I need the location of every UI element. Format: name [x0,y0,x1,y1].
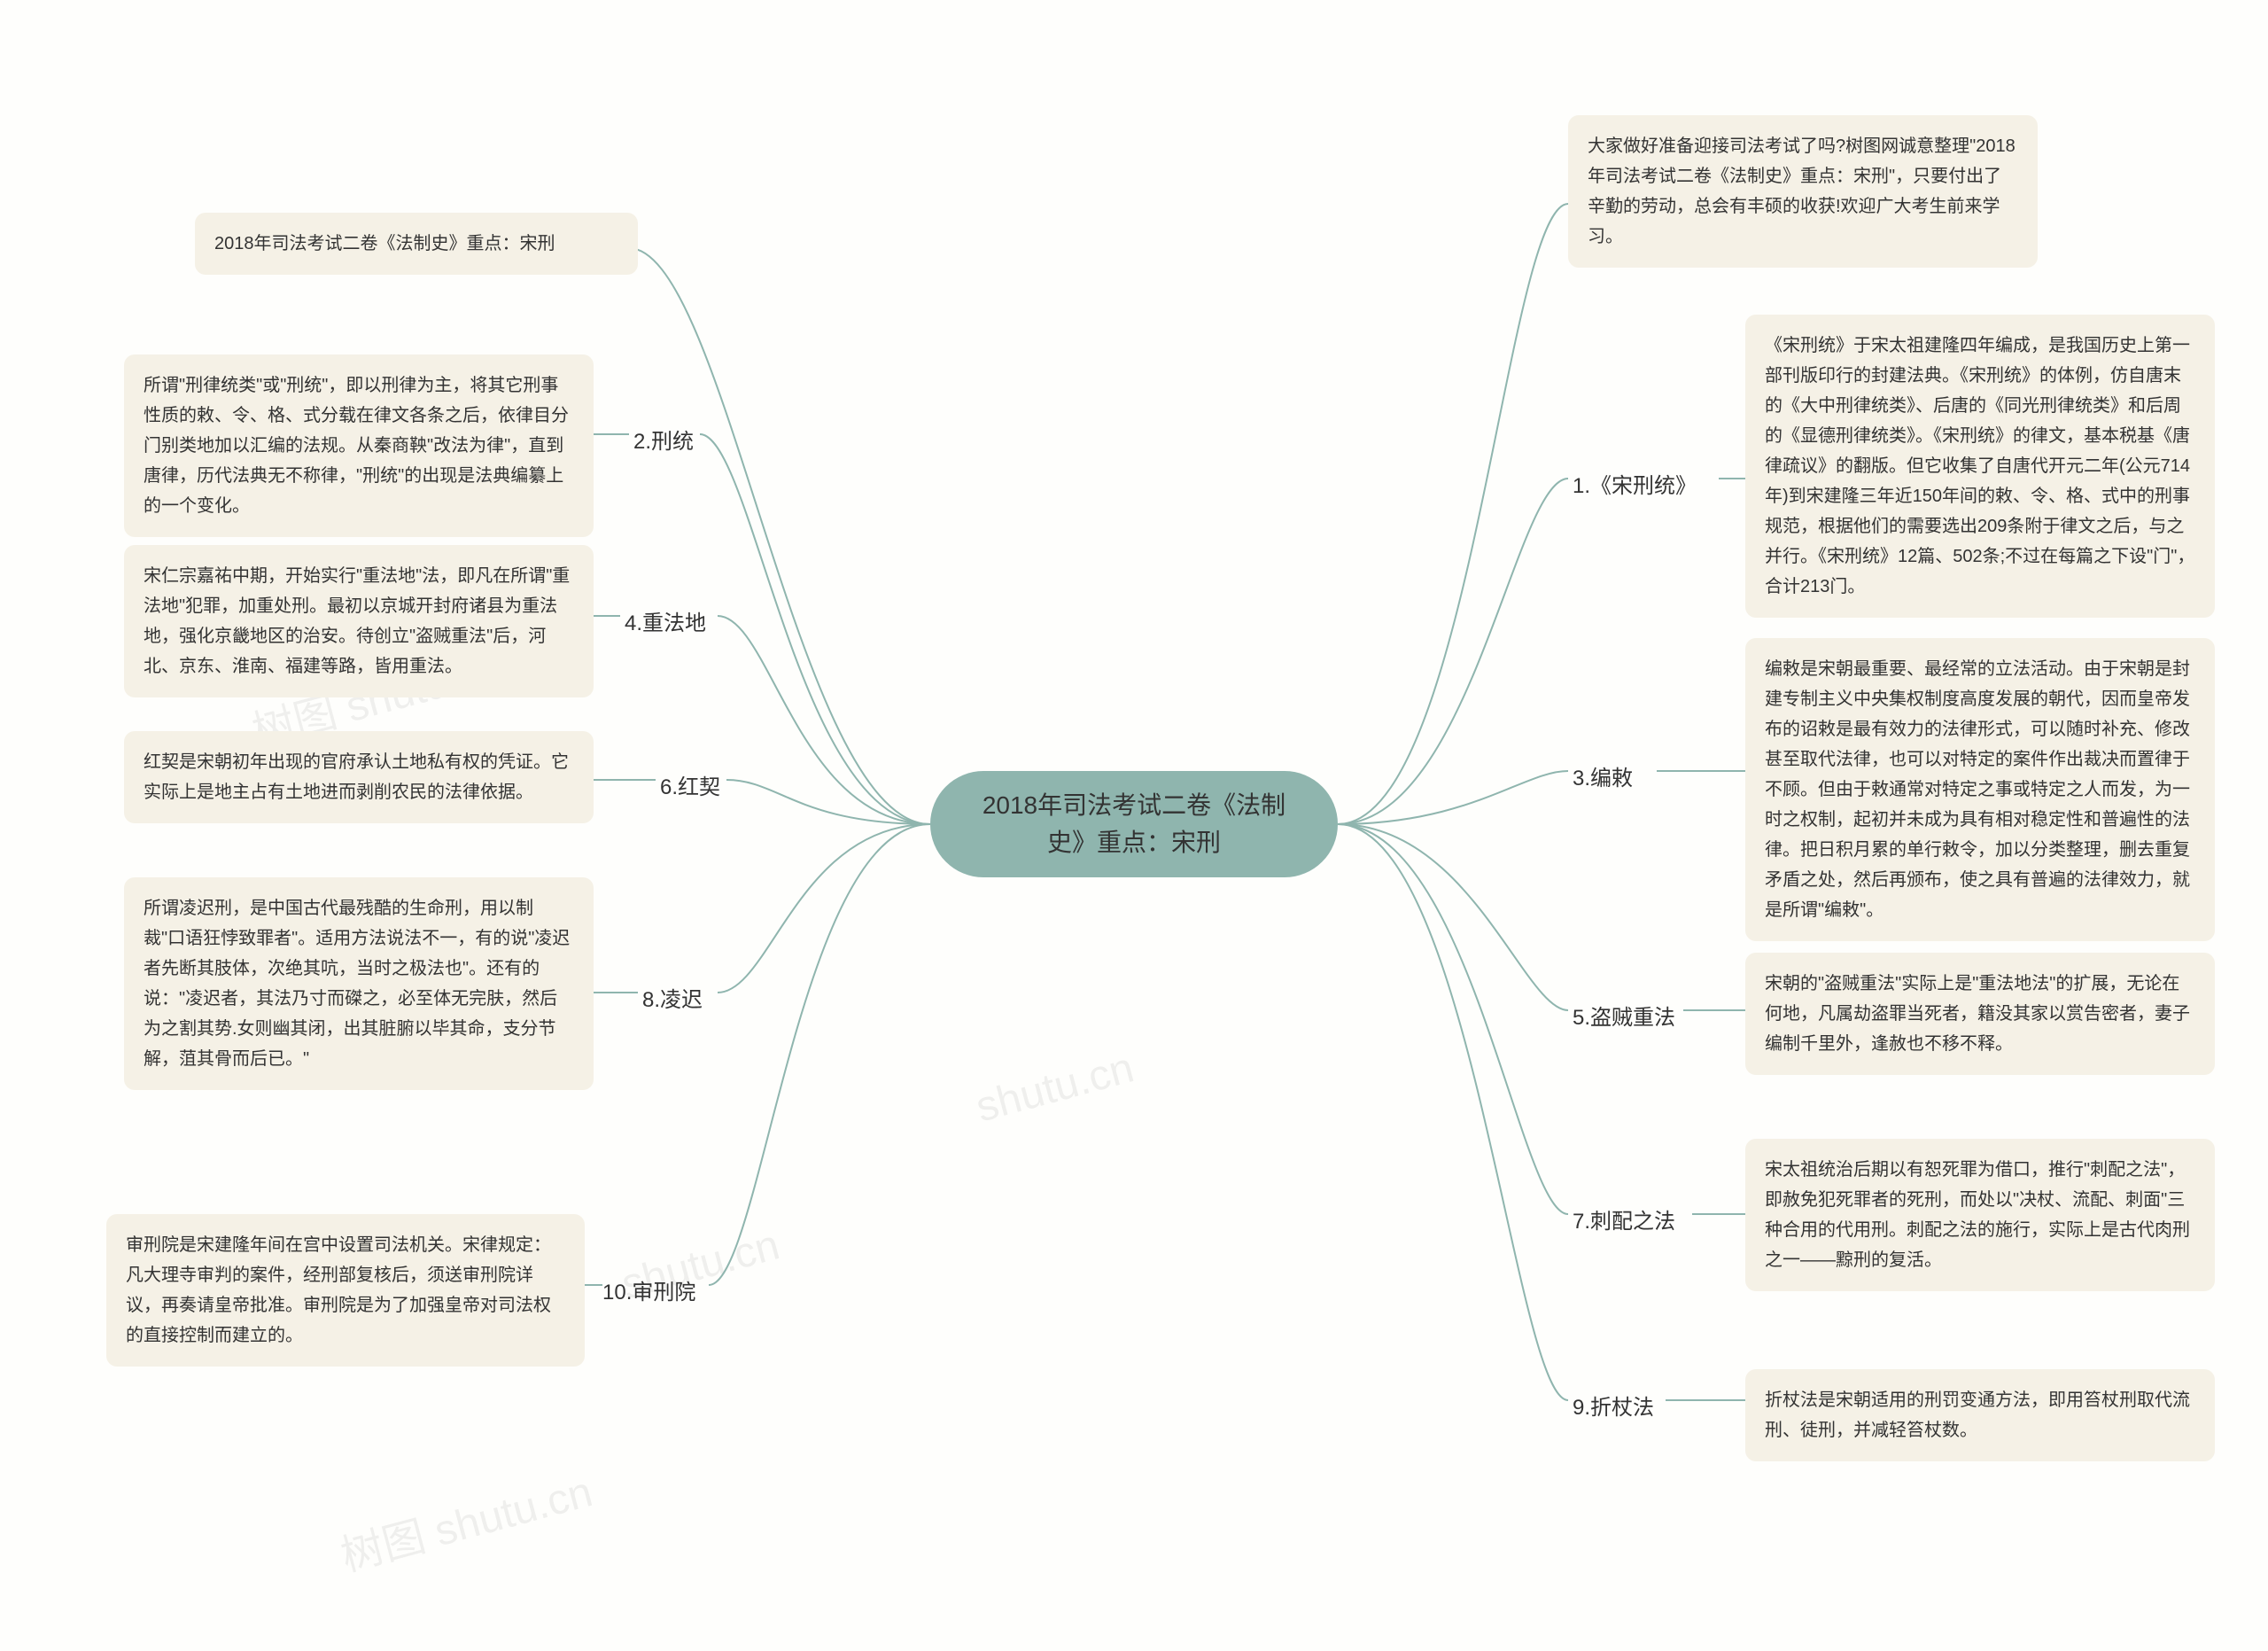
note-10: 审刑院是宋建隆年间在宫中设置司法机关。宋律规定：凡大理寺审判的案件，经刑部复核后… [106,1214,585,1367]
note-10-text: 审刑院是宋建隆年间在宫中设置司法机关。宋律规定：凡大理寺审判的案件，经刑部复核后… [126,1235,551,1345]
center-topic: 2018年司法考试二卷《法制史》重点：宋刑 [930,771,1338,877]
branch-label-1: 1.《宋刑统》 [1573,468,1697,499]
note-5-text: 宋朝的"盗贼重法"实际上是"重法地法"的扩展，无论在何地，凡属劫盗罪当死者，籍没… [1765,974,2190,1054]
note-3-text: 编敕是宋朝最重要、最经常的立法活动。由于宋朝是封建专制主义中央集权制度高度发展的… [1765,659,2190,920]
note-7: 宋太祖统治后期以有恕死罪为借口，推行"刺配之法"，即赦免犯死罪者的死刑，而处以"… [1745,1139,2215,1291]
center-topic-text: 2018年司法考试二卷《法制史》重点：宋刑 [966,787,1302,861]
intro-note-text: 大家做好准备迎接司法考试了吗?树图网诚意整理"2018年司法考试二卷《法制史》重… [1588,136,2016,246]
note-5: 宋朝的"盗贼重法"实际上是"重法地法"的扩展，无论在何地，凡属劫盗罪当死者，籍没… [1745,953,2215,1075]
branch-label-7: 7.刺配之法 [1573,1203,1675,1234]
branch-label-9: 9.折杖法 [1573,1390,1654,1421]
note-2-text: 所谓"刑律统类"或"刑统"，即以刑律为主，将其它刑事性质的敕、令、格、式分载在律… [144,376,569,516]
note-4-text: 宋仁宗嘉祐中期，开始实行"重法地"法，即凡在所谓"重法地"犯罪，加重处刑。最初以… [144,566,570,676]
note-7-text: 宋太祖统治后期以有恕死罪为借口，推行"刺配之法"，即赦免犯死罪者的死刑，而处以"… [1765,1160,2190,1270]
note-8: 所谓凌迟刑，是中国古代最残酷的生命刑，用以制裁"口语狂悖致罪者"。适用方法说法不… [124,877,594,1090]
branch-label-5: 5.盗贼重法 [1573,1000,1675,1031]
note-1: 《宋刑统》于宋太祖建隆四年编成，是我国历史上第一部刊版印行的封建法典。《宋刑统》… [1745,315,2215,618]
note-4: 宋仁宗嘉祐中期，开始实行"重法地"法，即凡在所谓"重法地"犯罪，加重处刑。最初以… [124,545,594,697]
note-8-text: 所谓凌迟刑，是中国古代最残酷的生命刑，用以制裁"口语狂悖致罪者"。适用方法说法不… [144,899,570,1069]
note-2: 所谓"刑律统类"或"刑统"，即以刑律为主，将其它刑事性质的敕、令、格、式分载在律… [124,354,594,537]
note-6: 红契是宋朝初年出现的官府承认土地私有权的凭证。它实际上是地主占有土地进而剥削农民… [124,731,594,823]
left-heading: 2018年司法考试二卷《法制史》重点：宋刑 [195,213,638,275]
note-6-text: 红契是宋朝初年出现的官府承认土地私有权的凭证。它实际上是地主占有土地进而剥削农民… [144,752,569,802]
branch-label-6: 6.红契 [660,769,720,800]
branch-label-4: 4.重法地 [625,605,706,636]
note-1-text: 《宋刑统》于宋太祖建隆四年编成，是我国历史上第一部刊版印行的封建法典。《宋刑统》… [1765,336,2194,596]
branch-label-3: 3.编敕 [1573,760,1633,791]
branch-label-2: 2.刑统 [633,424,694,455]
intro-note: 大家做好准备迎接司法考试了吗?树图网诚意整理"2018年司法考试二卷《法制史》重… [1568,115,2038,268]
note-9: 折杖法是宋朝适用的刑罚变通方法，即用笞杖刑取代流刑、徒刑，并减轻笞杖数。 [1745,1369,2215,1461]
branch-label-8: 8.凌迟 [642,982,703,1013]
left-heading-text: 2018年司法考试二卷《法制史》重点：宋刑 [214,234,555,253]
watermark: shutu.cn [971,1043,1139,1132]
watermark: 树图 shutu.cn [333,1457,598,1584]
branch-label-10: 10.审刑院 [602,1274,695,1305]
note-9-text: 折杖法是宋朝适用的刑罚变通方法，即用笞杖刑取代流刑、徒刑，并减轻笞杖数。 [1765,1390,2190,1440]
note-3: 编敕是宋朝最重要、最经常的立法活动。由于宋朝是封建专制主义中央集权制度高度发展的… [1745,638,2215,941]
